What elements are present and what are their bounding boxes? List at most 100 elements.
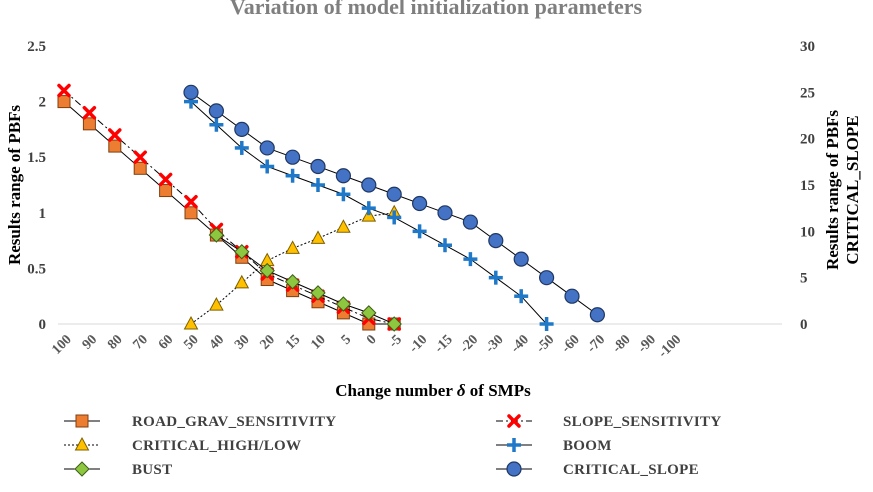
legend-label: CRITICAL_SLOPE <box>563 462 699 478</box>
data-point <box>234 140 249 155</box>
data-point <box>463 252 478 267</box>
y-right-tick-label: 0 <box>800 317 808 333</box>
data-point <box>438 238 452 253</box>
y-axis-right-label-line: Results range of PBFs <box>823 110 842 270</box>
y-right-tick-label: 15 <box>800 178 815 194</box>
y-left-tick-label: 1.5 <box>27 150 46 166</box>
legend-label: BUST <box>132 462 172 478</box>
data-point <box>462 214 478 230</box>
series-boom <box>184 94 554 331</box>
legend-item: SLOPE_SENSITIVITY <box>496 414 721 430</box>
data-point <box>82 117 96 131</box>
legend-label: CRITICAL_HIGH/LOW <box>132 438 301 454</box>
data-point <box>514 289 529 304</box>
x-tick-label: 15 <box>283 332 304 353</box>
x-tick-label: -40 <box>508 332 532 356</box>
data-point <box>513 251 529 267</box>
data-point <box>82 105 97 120</box>
data-point <box>336 187 351 202</box>
data-point <box>57 95 71 109</box>
data-point <box>387 210 402 225</box>
data-point <box>488 270 503 285</box>
data-point <box>159 184 173 198</box>
data-point <box>285 168 300 183</box>
legend-item: CRITICAL_HIGH/LOW <box>64 436 301 454</box>
data-point <box>208 227 225 243</box>
x-tick-label: 30 <box>232 332 253 353</box>
legend-marker <box>506 461 522 477</box>
x-tick-label: -70 <box>584 332 608 356</box>
data-point <box>234 244 250 260</box>
y-left-tick-label: 0 <box>39 317 47 333</box>
y-axis-left-label: Results range of PBFs <box>5 105 24 265</box>
x-tick-label: 60 <box>156 332 177 353</box>
data-point <box>183 315 199 330</box>
data-point <box>284 274 301 290</box>
data-point <box>133 150 147 164</box>
data-point <box>311 178 325 192</box>
legend: ROAD_GRAV_SENSITIVITY SLOPE_SENSITIVITY CR… <box>64 414 721 478</box>
data-point <box>234 121 250 137</box>
legend-marker <box>74 436 90 451</box>
data-point <box>184 194 198 209</box>
data-point <box>285 149 301 165</box>
data-point <box>488 233 504 249</box>
x-tick-label: 0 <box>364 332 380 348</box>
x-tick-label: -5 <box>386 332 405 351</box>
data-point <box>386 316 402 332</box>
x-tick-label: 5 <box>339 332 355 348</box>
x-tick-label: 40 <box>207 332 228 353</box>
data-point <box>158 172 173 187</box>
y-right-tick-label: 10 <box>800 224 815 240</box>
data-point <box>589 307 606 323</box>
legend-label: ROAD_GRAV_SENSITIVITY <box>132 414 336 430</box>
y-right-tick-label: 30 <box>800 39 815 55</box>
legend-item: BUST <box>64 461 172 478</box>
data-point <box>108 128 122 142</box>
data-point <box>183 84 199 100</box>
data-point <box>208 103 224 119</box>
x-tick-label: -20 <box>457 332 481 356</box>
data-point <box>285 240 300 254</box>
legend-marker <box>507 438 521 452</box>
x-tick-label: -90 <box>635 332 659 356</box>
chart-title: Variation of model initialization parame… <box>230 0 643 19</box>
y-right-tick-label: 20 <box>800 132 815 148</box>
data-point <box>335 168 351 184</box>
legend-label: BOOM <box>563 438 612 454</box>
data-point <box>259 262 275 279</box>
series-layer <box>57 83 606 332</box>
series-line <box>190 91 598 316</box>
x-tick-label: -100 <box>656 332 685 361</box>
x-tick-label: -10 <box>407 332 431 356</box>
legend-marker <box>507 414 521 428</box>
data-point <box>310 230 326 244</box>
data-point <box>108 139 122 153</box>
x-tick-label: 70 <box>131 332 152 353</box>
x-tick-label: 10 <box>308 332 329 353</box>
x-tick-label: 50 <box>181 332 202 353</box>
series-line <box>63 90 395 325</box>
data-point <box>310 285 326 301</box>
y-right-tick-label: 25 <box>800 85 815 101</box>
x-tick-label: 20 <box>258 332 279 353</box>
y-axis-right-label-line: CRITICAL_SLOPE <box>843 115 862 264</box>
data-point <box>57 83 71 98</box>
x-tick-label: -60 <box>559 332 583 356</box>
legend-item: CRITICAL_SLOPE <box>496 461 699 478</box>
x-tick-label: -80 <box>610 332 634 356</box>
data-point <box>386 186 402 202</box>
x-tick-label: 90 <box>80 332 101 353</box>
x-tick-label: 100 <box>49 332 74 357</box>
series-line <box>190 212 395 325</box>
x-tick-label: -50 <box>534 332 558 356</box>
series-bust <box>208 227 402 332</box>
data-point <box>361 201 376 216</box>
data-point <box>437 205 453 221</box>
data-point <box>260 159 275 174</box>
data-point <box>209 117 224 132</box>
x-tick-label: -30 <box>483 332 507 356</box>
data-point <box>539 317 554 331</box>
data-point <box>335 296 352 312</box>
